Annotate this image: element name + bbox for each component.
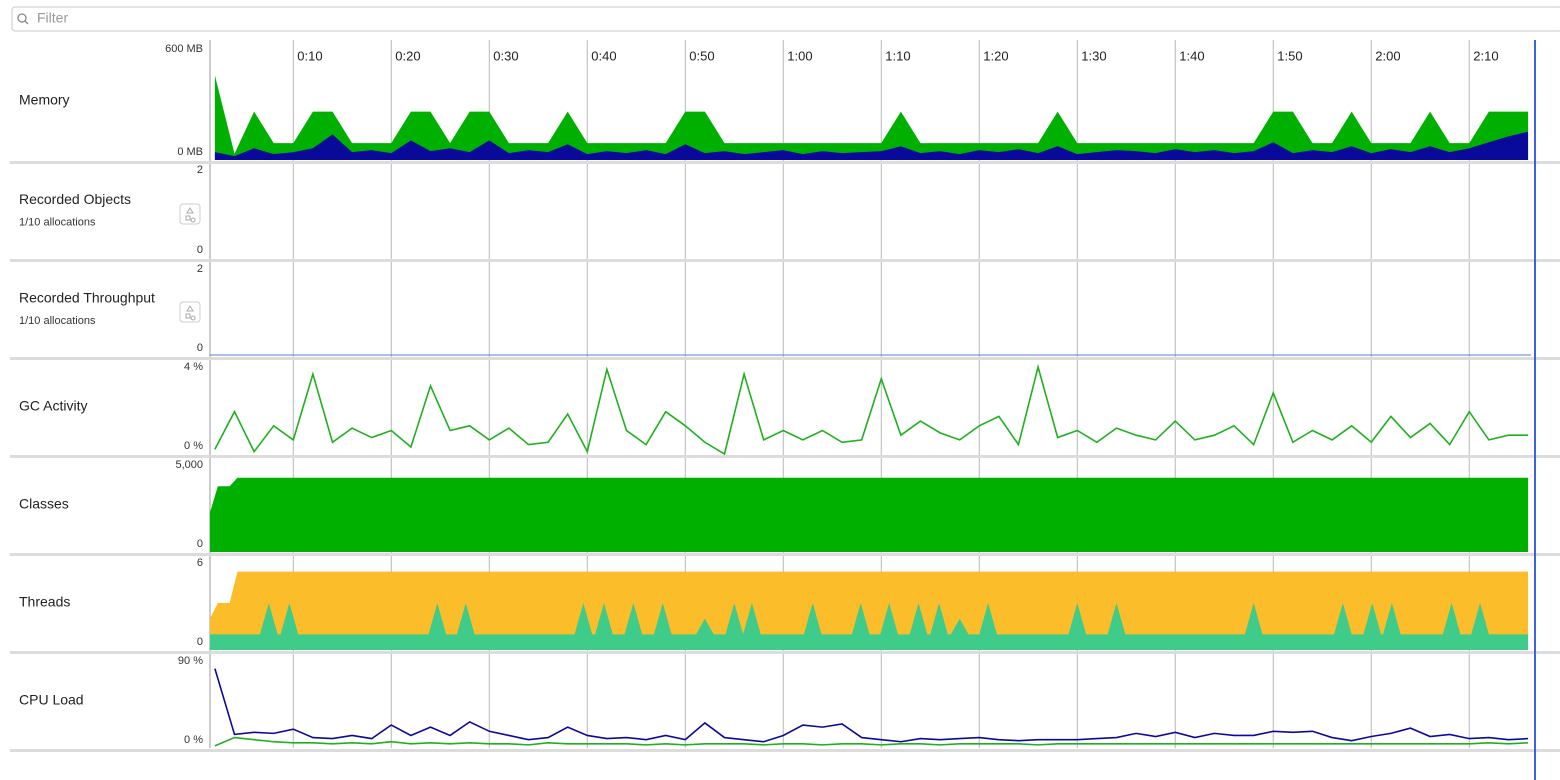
panel-title: Memory — [19, 92, 70, 108]
y-tick-label: 2 — [197, 164, 203, 176]
filter-box[interactable] — [11, 6, 1560, 32]
y-tick-label: 90 % — [178, 655, 203, 667]
y-tick-label: 0 MB — [177, 146, 203, 158]
x-tick-label: 0:30 — [493, 48, 518, 63]
y-tick-label: 2 — [197, 263, 203, 275]
plots — [210, 75, 1529, 747]
panel-separator — [10, 161, 1560, 164]
y-tick-label: 0 — [197, 538, 203, 550]
panel-title: CPU Load — [19, 692, 84, 708]
panel-subtitle: 1/10 allocations — [19, 315, 96, 327]
panel-separator — [10, 455, 1560, 458]
search-icon-handle — [24, 20, 29, 25]
y-tick-label: 0 % — [184, 734, 203, 746]
y-tick-label: 0 % — [184, 440, 203, 452]
panel-title: Recorded Throughput — [19, 290, 155, 306]
area — [210, 477, 1529, 552]
x-tick-label: 2:00 — [1375, 48, 1400, 63]
y-tick-label: 5,000 — [175, 459, 203, 471]
labels: 0:10 0:20 0:30 0:40 0:50 1:00 1:10 1:20 1:30 1:40… — [19, 43, 1499, 746]
y-tick-label: 600 MB — [165, 43, 203, 55]
panel-title: Recorded Objects — [19, 191, 131, 207]
button-icon — [185, 305, 196, 321]
panel-separator — [10, 259, 1560, 262]
line — [214, 668, 1529, 743]
x-tick-label: 1:50 — [1277, 48, 1302, 63]
x-tick-label: 1:10 — [885, 48, 910, 63]
x-tick-label: 1:20 — [983, 48, 1008, 63]
x-tick-label: 1:00 — [787, 48, 812, 63]
x-tick-label: 1:40 — [1179, 48, 1204, 63]
x-tick-label: 0:40 — [591, 48, 616, 63]
y-tick-label: 4 % — [184, 361, 203, 373]
area — [214, 131, 1529, 160]
x-tick-label: 0:10 — [297, 48, 322, 63]
area — [210, 571, 1529, 650]
panel-separator — [10, 357, 1560, 360]
x-tick-label: 0:20 — [395, 48, 420, 63]
panel-title: Threads — [19, 594, 70, 610]
panel-separator — [10, 651, 1560, 654]
x-tick-label: 1:30 — [1081, 48, 1106, 63]
panel-separator — [10, 749, 1560, 752]
y-tick-label: 0 — [197, 342, 203, 354]
record-throughput-button[interactable] — [179, 301, 201, 323]
panel-subtitle: 1/10 allocations — [19, 216, 96, 228]
button-icon — [185, 207, 196, 223]
y-tick-label: 0 — [197, 244, 203, 256]
x-tick-label: 0:50 — [689, 48, 714, 63]
record-buttons — [179, 203, 201, 323]
panel-title: GC Activity — [19, 398, 87, 414]
record-objects-button[interactable] — [179, 203, 201, 225]
filter-placeholder: Filter — [37, 10, 68, 26]
search-icon — [17, 13, 27, 23]
area — [210, 603, 1529, 650]
line — [214, 736, 1529, 747]
panel-separator — [10, 553, 1560, 556]
line — [214, 363, 1529, 456]
x-tick-label: 2:10 — [1473, 48, 1498, 63]
y-tick-label: 6 — [197, 557, 203, 569]
panel-title: Classes — [19, 496, 69, 512]
y-tick-label: 0 — [197, 636, 203, 648]
